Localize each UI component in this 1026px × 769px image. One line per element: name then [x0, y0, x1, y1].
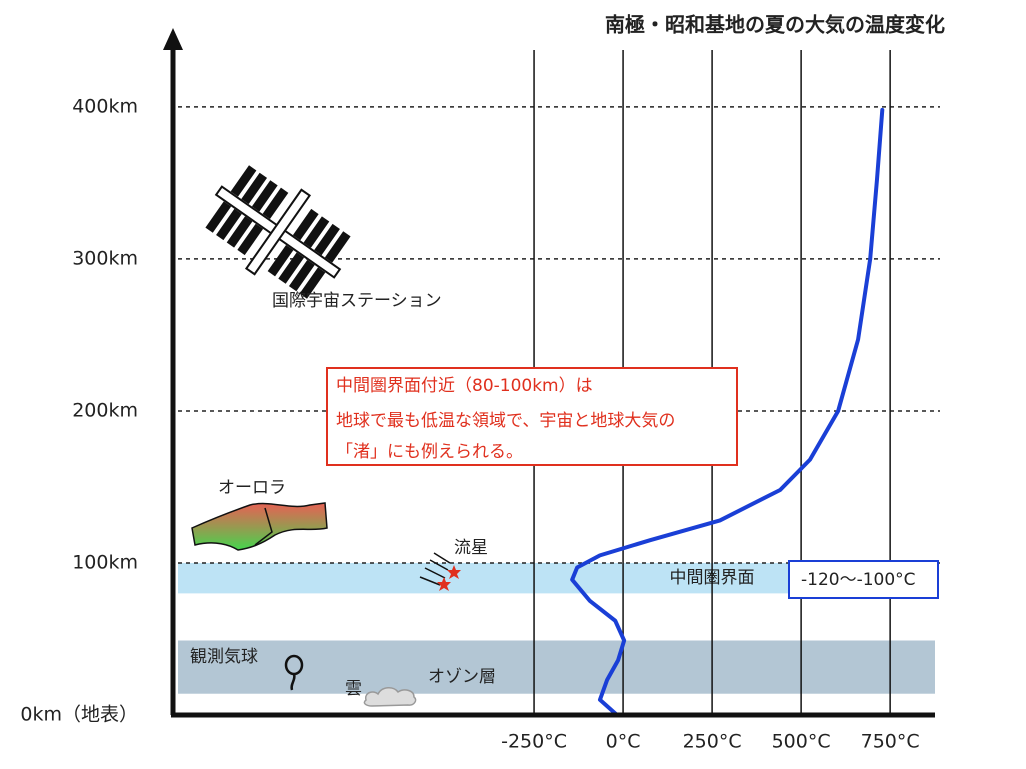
meteor-star [447, 565, 461, 579]
y-tick-label: 0km（地表） [20, 704, 138, 726]
temperature-line [570, 107, 885, 717]
x-tick-label: 500°C [772, 731, 831, 753]
band-label: オゾン層 [428, 667, 496, 687]
aurora-fold [254, 507, 273, 546]
x-tick-label: 250°C [683, 731, 742, 753]
y-tick-label: 100km [72, 551, 138, 573]
chart-title: 南極・昭和基地の夏の大気の温度変化 [605, 13, 945, 37]
cloud-label: 雲 [345, 679, 362, 699]
balloon-label: 観測気球 [190, 647, 258, 667]
note-line: 地球で最も低温な領域で、宇宙と地球大気の [336, 411, 675, 431]
range-label: -120〜-100°C [801, 570, 916, 590]
range-box [788, 560, 939, 599]
note-line: 中間圏界面付近（80-100km）は [336, 376, 593, 396]
balloon-icon [284, 654, 304, 691]
meteor-icon [419, 552, 451, 586]
meteor-label: 流星 [454, 538, 488, 558]
y-axis-arrow [163, 28, 183, 50]
iss-icon [205, 165, 351, 299]
cloud-icon [363, 687, 417, 707]
y-tick-label: 300km [72, 247, 138, 269]
x-tick-label: 0°C [606, 731, 641, 753]
iss-label: 国際宇宙ステーション [272, 291, 442, 311]
band [178, 640, 935, 694]
y-tick-label: 400km [72, 95, 138, 117]
note-box [326, 367, 738, 466]
note-line: 「渚」にも例えられる。 [336, 442, 523, 462]
x-tick-label: 750°C [861, 731, 920, 753]
aurora-label: オーロラ [218, 478, 286, 498]
x-tick-label: -250°C [501, 731, 567, 753]
y-tick-label: 200km [72, 399, 138, 421]
plot [570, 107, 885, 717]
meteor-star [437, 577, 451, 591]
aurora-icon [191, 502, 328, 551]
